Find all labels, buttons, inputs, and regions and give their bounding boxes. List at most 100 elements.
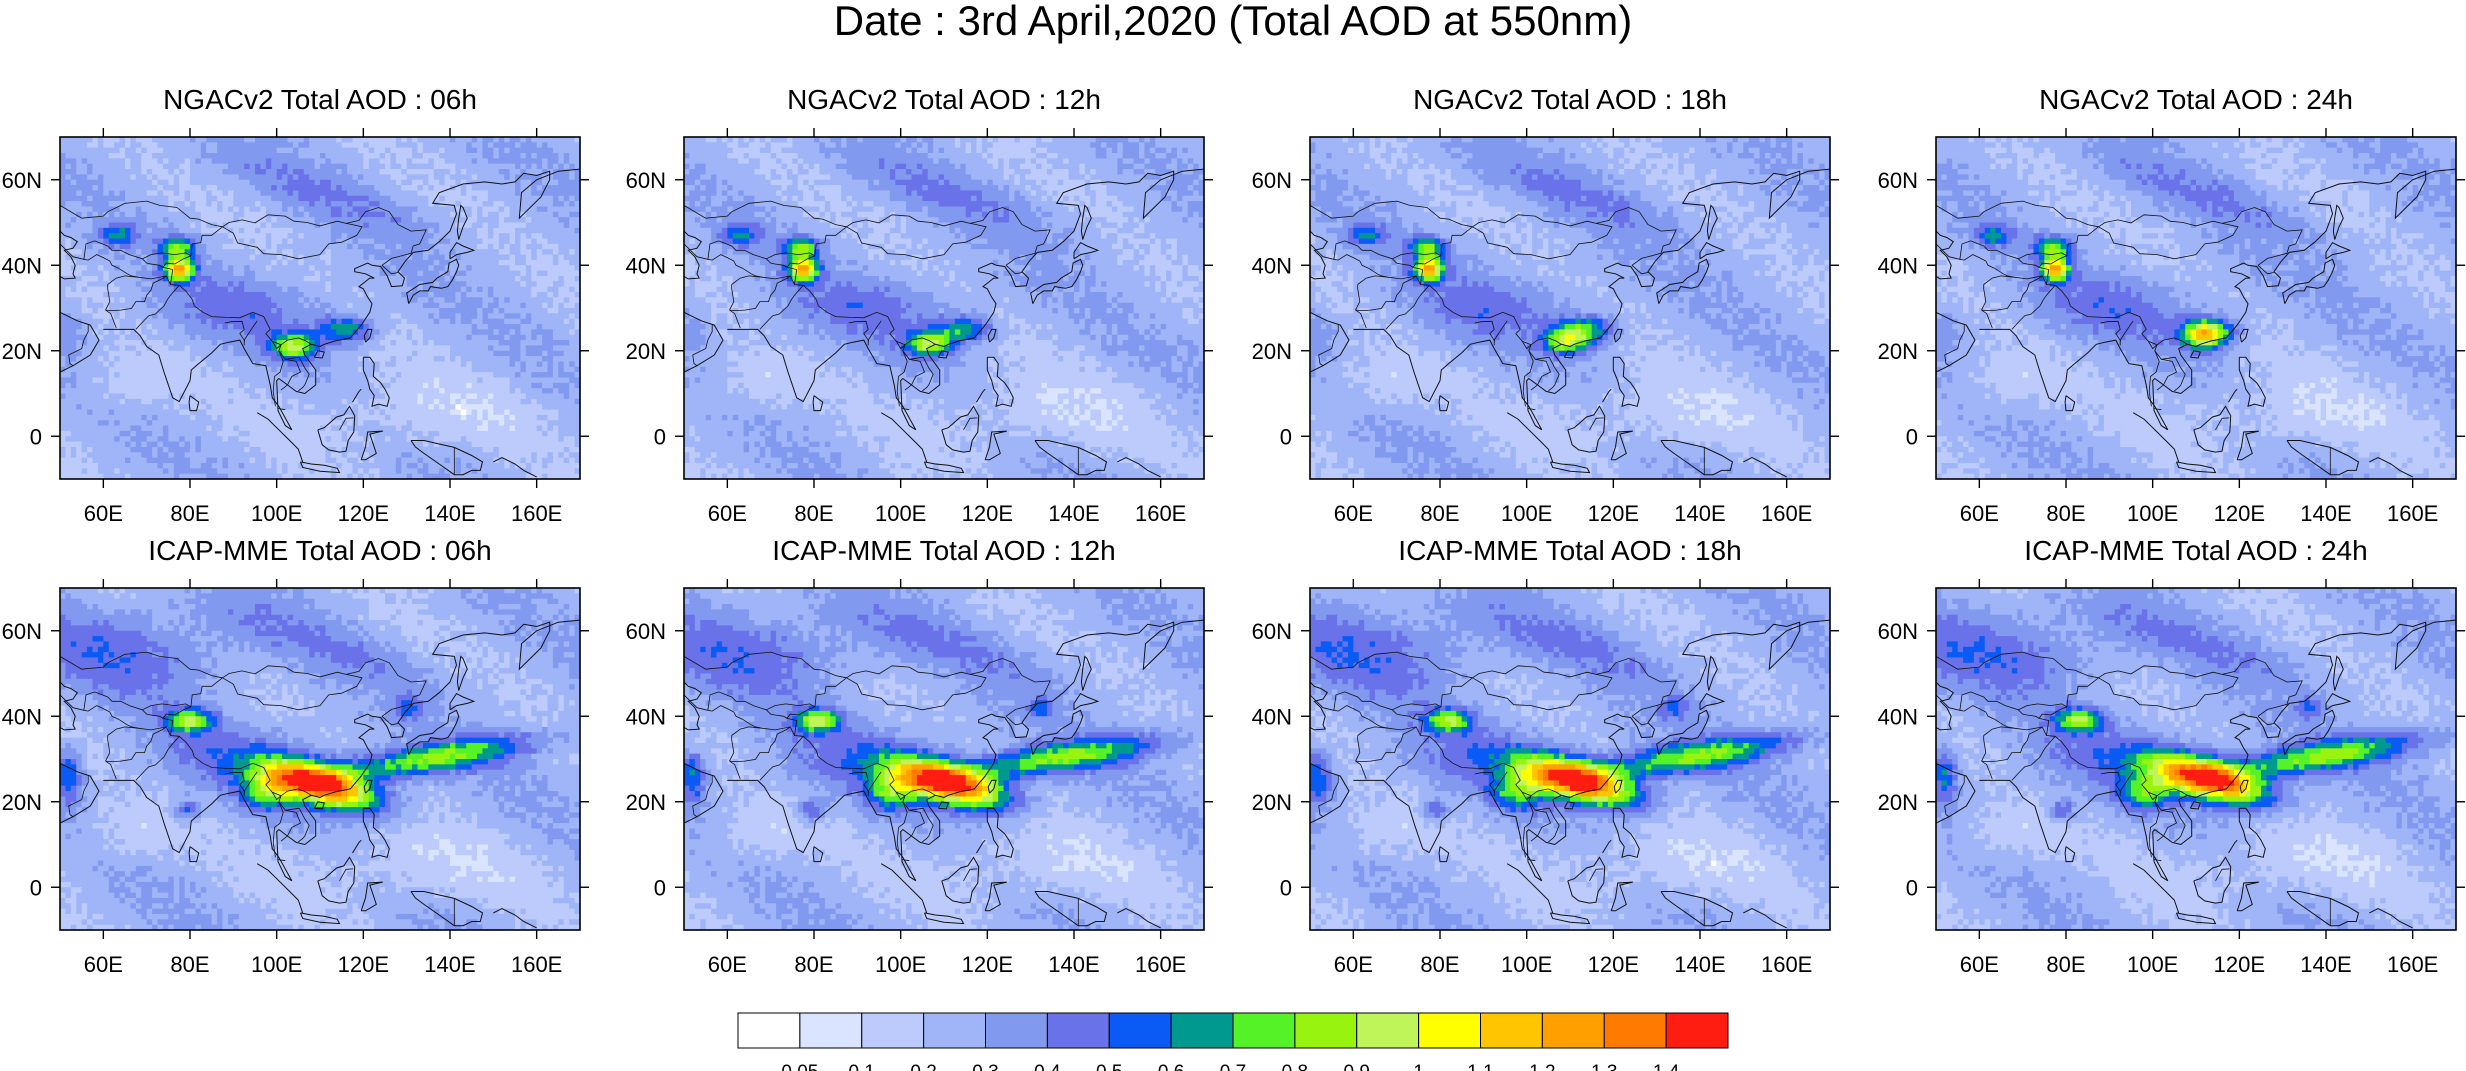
country-border — [1310, 243, 1389, 278]
coastline — [684, 230, 702, 280]
coastline — [410, 891, 484, 927]
country-border — [2100, 771, 2122, 793]
country-border — [1355, 309, 1367, 329]
coastline — [1979, 619, 2456, 882]
colorbar-swatch — [799, 1012, 863, 1049]
country-border — [2098, 665, 2223, 679]
y-tick-label: 40N — [1252, 253, 1292, 278]
panel-frame — [1935, 587, 2457, 931]
x-tick-label: 80E — [1420, 952, 1459, 977]
colorbar-swatch — [1170, 1012, 1234, 1049]
coastline — [2238, 807, 2266, 859]
country-border — [786, 207, 1051, 285]
coastline — [1743, 908, 1787, 929]
coastline — [406, 709, 460, 755]
x-tick-label: 140E — [1048, 952, 1099, 977]
map-panel-4: NGACv2 Total AOD : 24h 60E 80E 100E 120E 140E… — [1878, 84, 2465, 526]
aod-field — [684, 588, 1204, 930]
country-border — [1589, 868, 1604, 881]
country-border — [2215, 868, 2230, 881]
country-border — [243, 771, 258, 797]
coastline — [256, 412, 304, 463]
map-outlines — [60, 168, 580, 478]
y-tick-label: 0 — [30, 875, 42, 900]
country-border — [963, 417, 978, 430]
country-border — [1535, 356, 1560, 392]
coastline — [103, 168, 580, 431]
coastline — [1936, 681, 1954, 731]
coastline — [986, 356, 1014, 408]
country-border — [60, 651, 223, 679]
country-border — [1355, 284, 1361, 311]
coastline — [2239, 328, 2249, 343]
country-border — [729, 284, 735, 311]
map-panel-7: ICAP-MME Total AOD : 18h 60E 80E 100E 120E 14… — [1252, 535, 1839, 977]
coastline — [987, 779, 997, 794]
colorbar-swatch — [923, 1012, 986, 1049]
country-border — [2038, 207, 2303, 285]
x-tick-label: 80E — [2046, 952, 2085, 977]
panel-title: ICAP-MME Total AOD : 12h — [772, 535, 1115, 566]
coastline — [880, 863, 928, 914]
country-border — [766, 258, 788, 268]
x-tick-label: 80E — [170, 501, 209, 526]
country-border — [135, 285, 180, 330]
coastline — [2239, 779, 2249, 794]
country-border — [766, 709, 788, 719]
country-border — [60, 694, 139, 729]
coastline — [1563, 350, 1575, 359]
y-tick-label: 40N — [626, 704, 666, 729]
country-border — [2153, 408, 2162, 411]
country-border — [1385, 285, 1430, 330]
country-border — [1521, 341, 1552, 391]
coastline — [188, 846, 200, 863]
coastline — [976, 388, 986, 403]
country-border — [848, 771, 870, 793]
country-border — [105, 309, 117, 329]
country-border — [1527, 859, 1536, 862]
country-border — [1333, 240, 1442, 260]
country-border — [2098, 214, 2223, 228]
country-border — [1981, 726, 2043, 763]
coastline — [684, 681, 702, 731]
y-tick-label: 60N — [2, 168, 42, 193]
country-border — [1472, 665, 1597, 679]
country-border — [2119, 320, 2134, 346]
x-tick-label: 100E — [251, 952, 302, 977]
country-border — [1936, 694, 2015, 729]
coastline — [2228, 839, 2238, 854]
country-border — [1959, 691, 2068, 711]
country-border — [162, 207, 427, 285]
coastline — [2176, 912, 2217, 925]
x-tick-label: 120E — [2214, 501, 2265, 526]
x-tick-label: 120E — [2214, 952, 2265, 977]
aod-field — [60, 137, 580, 479]
country-border — [2161, 356, 2186, 392]
colorbar-label: 0.3 — [972, 1062, 998, 1071]
coastline — [2282, 258, 2336, 304]
x-tick-label: 160E — [511, 501, 562, 526]
y-tick-label: 60N — [1252, 168, 1292, 193]
y-tick-label: 60N — [1252, 619, 1292, 644]
y-tick-label: 40N — [2, 253, 42, 278]
coastline — [1438, 846, 1450, 863]
colorbar-label: 0.2 — [910, 1062, 936, 1071]
x-tick-label: 160E — [511, 952, 562, 977]
country-border — [2011, 736, 2056, 781]
y-tick-label: 0 — [654, 424, 666, 449]
map-outlines — [684, 168, 1204, 478]
coastline — [317, 856, 356, 904]
country-border — [135, 736, 180, 781]
country-border — [224, 320, 246, 342]
coastline — [449, 241, 476, 260]
x-tick-label: 100E — [2127, 501, 2178, 526]
coastline — [2332, 204, 2344, 240]
country-border — [867, 320, 882, 346]
panel-frame — [683, 136, 1205, 480]
coastline — [352, 839, 362, 854]
country-border — [2148, 350, 2160, 407]
coastline — [2286, 891, 2360, 927]
country-border — [729, 760, 741, 780]
country-border — [2148, 801, 2160, 858]
colorbar-swatch — [1665, 1012, 1729, 1049]
